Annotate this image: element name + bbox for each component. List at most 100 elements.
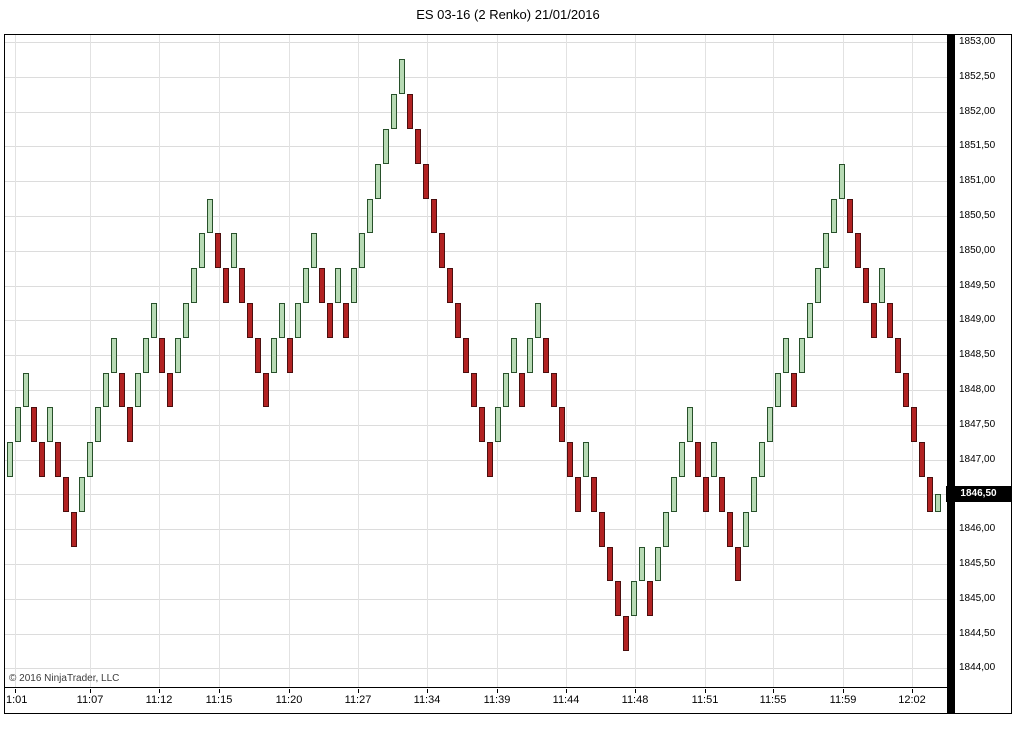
renko-brick-down — [63, 477, 69, 512]
renko-brick-up — [671, 477, 677, 512]
grid-line-vertical — [90, 35, 91, 687]
chart-frame: © 2016 NinjaTrader, LLC 1853,00 1852,50 18… — [4, 34, 1012, 714]
renko-brick-down — [127, 407, 133, 443]
renko-brick-down — [487, 442, 493, 477]
renko-brick-down — [719, 477, 725, 512]
renko-brick-up — [679, 442, 685, 477]
renko-brick-up — [655, 546, 661, 582]
y-axis-label: 1852,50 — [959, 70, 996, 82]
grid-line-vertical — [358, 35, 359, 687]
renko-brick-up — [95, 407, 101, 443]
y-axis-label: 1844,50 — [959, 627, 996, 639]
grid-line-horizontal — [5, 564, 947, 565]
y-axis-label: 1847,50 — [959, 418, 996, 430]
renko-brick-down — [479, 407, 485, 443]
renko-brick-up — [87, 442, 93, 477]
renko-brick-up — [759, 442, 765, 477]
x-axis-tick — [635, 689, 636, 693]
renko-brick-down — [247, 303, 253, 338]
grid-line-horizontal — [5, 494, 947, 496]
x-axis-label: 11:44 — [552, 694, 580, 706]
renko-brick-down — [327, 303, 333, 338]
renko-brick-down — [423, 163, 429, 199]
grid-line-vertical — [427, 35, 428, 687]
renko-brick-up — [183, 303, 189, 338]
grid-line-vertical — [635, 35, 636, 687]
grid-line-vertical — [843, 35, 844, 687]
y-axis-label: 1853,00 — [959, 36, 996, 47]
renko-brick-up — [111, 337, 117, 373]
renko-brick-up — [879, 268, 885, 303]
renko-brick-up — [303, 268, 309, 303]
x-axis-label: 11:34 — [413, 694, 441, 706]
renko-brick-up — [367, 198, 373, 234]
x-axis-label: 11:12 — [145, 694, 173, 706]
renko-brick-up — [151, 303, 157, 338]
renko-brick-up — [375, 163, 381, 199]
x-axis-tick — [358, 689, 359, 693]
renko-brick-up — [535, 303, 541, 338]
renko-brick-up — [383, 129, 389, 164]
grid-line-vertical — [773, 35, 774, 687]
renko-brick-up — [231, 233, 237, 269]
renko-brick-up — [839, 163, 845, 199]
renko-brick-down — [239, 268, 245, 303]
renko-brick-down — [255, 337, 261, 373]
renko-brick-up — [823, 233, 829, 269]
renko-brick-up — [583, 442, 589, 477]
renko-brick-up — [775, 372, 781, 408]
y-axis-label: 1849,00 — [959, 314, 996, 326]
plot-area[interactable]: © 2016 NinjaTrader, LLC — [5, 35, 947, 687]
x-axis-tick — [566, 689, 567, 693]
x-axis-label: 11:20 — [275, 694, 303, 706]
x-axis-label: 11:07 — [76, 694, 104, 706]
renko-brick-up — [279, 303, 285, 338]
renko-brick-up — [143, 337, 149, 373]
renko-brick-up — [79, 477, 85, 512]
y-axis-label: 1851,00 — [959, 175, 996, 187]
renko-brick-down — [223, 268, 229, 303]
renko-brick-up — [175, 337, 181, 373]
grid-line-horizontal — [5, 529, 947, 531]
x-axis-label: 11:48 — [621, 694, 649, 706]
renko-brick-down — [647, 581, 653, 617]
renko-brick-down — [31, 407, 37, 443]
renko-brick-up — [767, 407, 773, 443]
x-axis-time-scale[interactable]: 1:01 11:07 11:12 11:15 11:20 11:27 11:34 11:39 1… — [5, 687, 947, 713]
renko-brick-down — [575, 477, 581, 512]
x-axis-tick — [843, 689, 844, 693]
renko-brick-down — [871, 303, 877, 338]
last-price-marker: 1846,50 — [946, 486, 1011, 503]
grid-line-horizontal — [5, 42, 947, 43]
renko-brick-up — [23, 372, 29, 408]
y-axis-label: 1850,50 — [959, 210, 996, 221]
renko-brick-up — [711, 442, 717, 477]
renko-brick-down — [519, 372, 525, 408]
renko-brick-up — [7, 442, 13, 477]
x-axis-tick — [497, 689, 498, 693]
renko-brick-up — [351, 268, 357, 303]
renko-brick-up — [103, 372, 109, 408]
y-axis-label: 1844,00 — [959, 662, 996, 674]
renko-brick-up — [191, 268, 197, 303]
renko-brick-down — [847, 198, 853, 234]
renko-brick-down — [55, 442, 61, 477]
x-axis-label: 11:15 — [205, 694, 233, 706]
renko-brick-up — [399, 59, 405, 95]
renko-brick-up — [359, 233, 365, 269]
grid-line-horizontal — [5, 459, 947, 461]
y-axis-price-scale[interactable]: 1853,00 1852,50 1852,00 1851,50 1851,00 1850,… — [955, 35, 1011, 687]
grid-line-horizontal — [5, 216, 947, 217]
y-axis-label: 1845,00 — [959, 592, 996, 604]
x-axis-label: 11:27 — [344, 694, 372, 706]
renko-brick-up — [311, 233, 317, 269]
grid-line-vertical — [15, 35, 16, 687]
renko-brick-up — [295, 303, 301, 338]
renko-brick-up — [783, 337, 789, 373]
renko-brick-down — [735, 546, 741, 582]
renko-brick-down — [559, 407, 565, 443]
grid-line-vertical — [912, 35, 913, 687]
renko-brick-down — [703, 477, 709, 512]
renko-brick-down — [911, 407, 917, 443]
x-axis-tick — [15, 689, 16, 693]
